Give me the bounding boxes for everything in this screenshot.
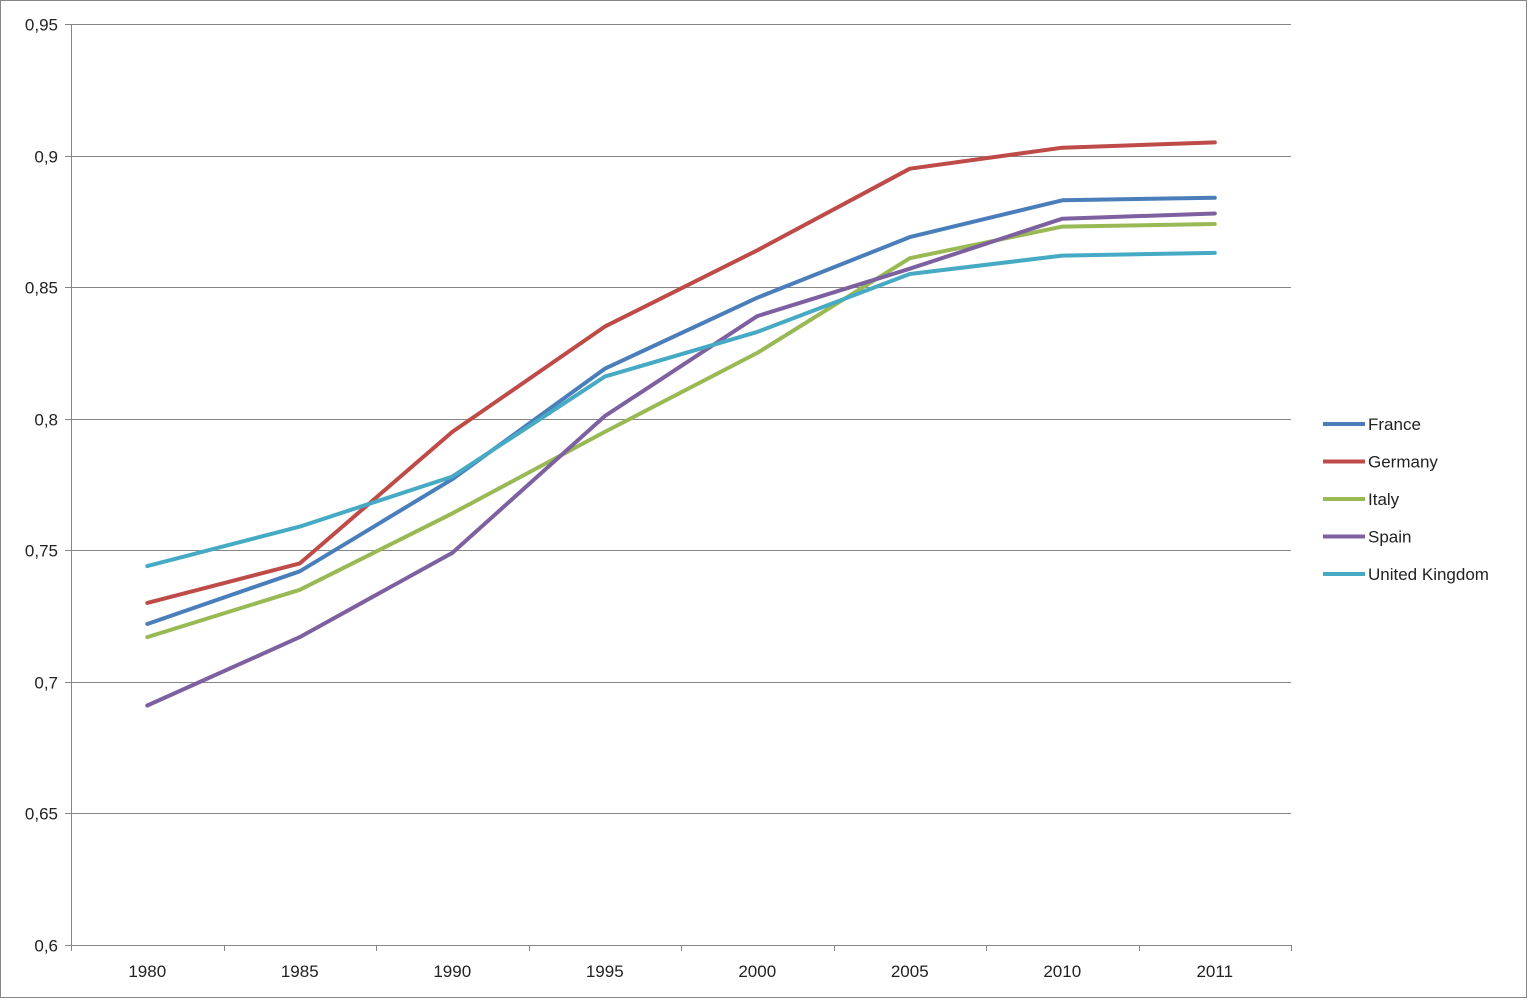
data-point [908, 235, 912, 239]
data-point [450, 475, 454, 479]
data-point [145, 622, 149, 626]
series-line-united-kingdom [145, 250, 1217, 569]
x-tick-label: 1980 [128, 962, 166, 981]
y-tick-label: 0,8 [34, 411, 58, 430]
legend-label: Italy [1368, 490, 1400, 509]
legend-label: Spain [1368, 528, 1411, 547]
data-point [908, 167, 912, 171]
axes: 0,6 0,65 0,7 0,75 0,8 0,85 0,9 0,95 1980 1985 1990… [25, 16, 1292, 981]
y-tick-label: 0,95 [25, 16, 58, 35]
data-point [908, 256, 912, 260]
data-point [755, 314, 759, 318]
data-point [450, 430, 454, 434]
data-point [1213, 212, 1217, 216]
data-point [450, 511, 454, 515]
y-tick-label: 0,6 [34, 937, 58, 956]
data-point [755, 330, 759, 334]
data-point [298, 635, 302, 639]
data-point [908, 267, 912, 271]
data-point [603, 375, 607, 379]
data-point [298, 569, 302, 573]
y-tick-label: 0,85 [25, 279, 58, 298]
data-point [298, 588, 302, 592]
data-point [145, 635, 149, 639]
data-point [298, 525, 302, 529]
data-point [1213, 196, 1217, 200]
series-line-germany [145, 140, 1217, 605]
series-line-italy [145, 222, 1217, 640]
data-point [1060, 146, 1064, 150]
y-tick-label: 0,75 [25, 542, 58, 561]
x-tick-label: 2000 [738, 962, 776, 981]
series-line-france [145, 195, 1217, 626]
series-line-spain [145, 211, 1217, 708]
x-tick-label: 1990 [433, 962, 471, 981]
x-tick-label: 2005 [891, 962, 929, 981]
legend-label: United Kingdom [1368, 565, 1489, 584]
data-point [1213, 222, 1217, 226]
data-point [298, 561, 302, 565]
data-point [1060, 198, 1064, 202]
data-point [145, 704, 149, 708]
data-point [755, 351, 759, 355]
data-point [145, 601, 149, 605]
x-tick-label: 1995 [586, 962, 624, 981]
y-tick-label: 0,9 [34, 148, 58, 167]
data-point [755, 296, 759, 300]
legend-label: Germany [1368, 453, 1438, 472]
series-lines [145, 140, 1217, 708]
data-point [908, 272, 912, 276]
x-tick-label: 2010 [1043, 962, 1081, 981]
data-point [755, 248, 759, 252]
data-point [1213, 251, 1217, 255]
y-tick-label: 0,65 [25, 805, 58, 824]
data-point [1213, 140, 1217, 144]
data-point [603, 367, 607, 371]
x-tick-label: 2011 [1196, 962, 1233, 981]
data-point [603, 414, 607, 418]
data-point [1060, 225, 1064, 229]
data-point [603, 430, 607, 434]
legend-label: France [1368, 415, 1421, 434]
data-point [145, 564, 149, 568]
data-point [1060, 217, 1064, 221]
y-tick-label: 0,7 [34, 674, 58, 693]
legend: France Germany Italy Spain United Kingdom [1323, 415, 1489, 584]
data-point [450, 551, 454, 555]
data-point [603, 325, 607, 329]
data-point [1060, 254, 1064, 258]
x-tick-label: 1985 [281, 962, 319, 981]
